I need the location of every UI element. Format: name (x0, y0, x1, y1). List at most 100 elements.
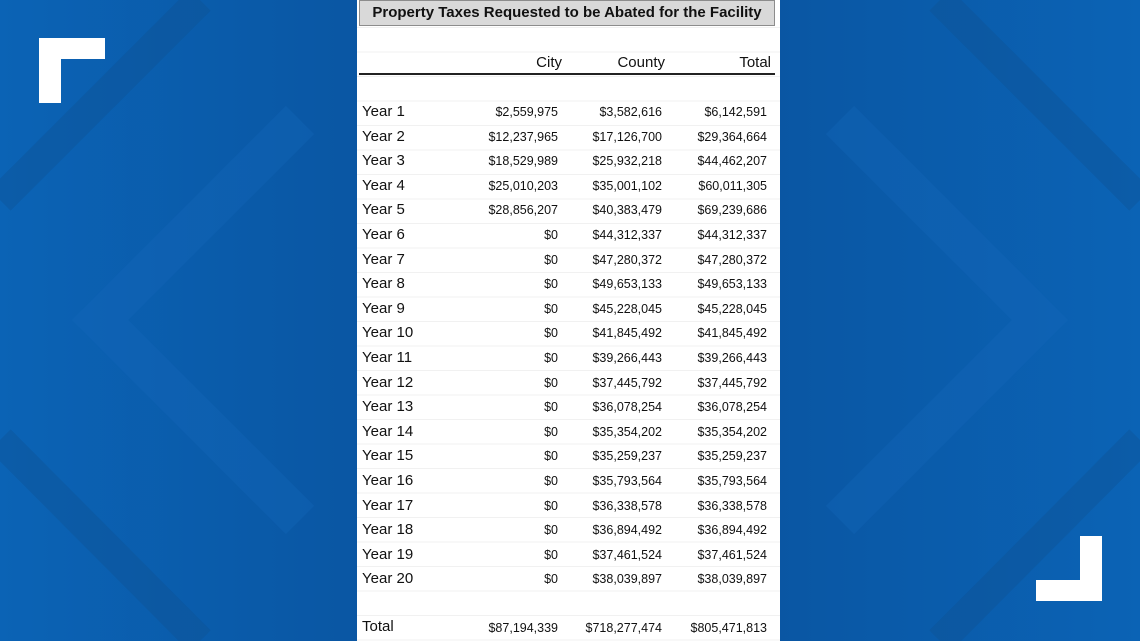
table-row: Year 8 $0 $49,653,133 $49,653,133 (357, 272, 780, 297)
table-body: Year 1 $2,559,975 $3,582,616 $6,142,591 Year… (357, 100, 780, 592)
row-city-value: $0 (544, 252, 558, 267)
total-total: $805,471,813 (690, 621, 767, 635)
row-city-value: $0 (544, 350, 558, 365)
row-year-label: Year 2 (362, 127, 405, 145)
table-row: Year 6 $0 $44,312,337 $44,312,337 (357, 223, 780, 248)
row-county-value: $35,354,202 (592, 424, 662, 439)
row-year-label: Year 19 (362, 545, 414, 563)
row-year-label: Year 8 (362, 275, 405, 293)
row-county-value: $37,445,792 (592, 375, 662, 390)
table-row: Year 16 $0 $35,793,564 $35,793,564 (357, 469, 780, 494)
row-city-value: $2,559,975 (495, 105, 558, 119)
row-total-value: $44,312,337 (697, 227, 767, 242)
table-row: Year 13 $0 $36,078,254 $36,078,254 (357, 395, 780, 420)
row-total-value: $36,338,578 (697, 498, 767, 513)
row-county-value: $25,932,218 (592, 154, 662, 169)
row-county-value: $3,582,616 (599, 105, 662, 119)
column-header-county: County (617, 54, 665, 71)
row-county-value: $38,039,897 (592, 572, 662, 587)
row-total-value: $36,078,254 (697, 400, 767, 415)
row-county-value: $35,793,564 (592, 473, 662, 488)
row-city-value: $0 (544, 473, 558, 488)
table-row: Year 12 $0 $37,445,792 $37,445,792 (357, 371, 780, 396)
row-county-value: $47,280,372 (592, 252, 662, 267)
table-row: Year 18 $0 $36,894,492 $36,894,492 (357, 518, 780, 543)
header-divider (359, 73, 775, 75)
row-year-label: Year 4 (362, 176, 405, 194)
row-year-label: Year 9 (362, 299, 405, 317)
row-city-value: $18,529,989 (488, 154, 558, 169)
table-row: Year 20 $0 $38,039,897 $38,039,897 (357, 567, 780, 592)
row-total-value: $47,280,372 (697, 252, 767, 267)
row-city-value: $28,856,207 (488, 203, 558, 218)
total-city: $87,194,339 (488, 621, 558, 635)
table-row: Year 9 $0 $45,228,045 $45,228,045 (357, 297, 780, 322)
row-county-value: $35,001,102 (592, 178, 662, 193)
row-city-value: $0 (544, 498, 558, 513)
table-total-row: Total $87,194,339 $718,277,474 $805,471,… (357, 616, 780, 640)
table-row: Year 11 $0 $39,266,443 $39,266,443 (357, 346, 780, 371)
row-city-value: $0 (544, 449, 558, 464)
row-total-value: $49,653,133 (697, 277, 767, 292)
row-county-value: $36,894,492 (592, 523, 662, 538)
table-row: Year 4 $25,010,203 $35,001,102 $60,011,305 (357, 174, 780, 199)
row-total-value: $60,011,305 (698, 178, 767, 193)
row-city-value: $0 (544, 227, 558, 242)
row-city-value: $0 (544, 326, 558, 341)
row-year-label: Year 7 (362, 250, 405, 268)
row-total-value: $38,039,897 (697, 572, 767, 587)
row-county-value: $36,078,254 (592, 400, 662, 415)
row-year-label: Year 14 (362, 422, 414, 440)
row-county-value: $17,126,700 (592, 129, 662, 144)
row-city-value: $0 (544, 400, 558, 415)
row-city-value: $0 (544, 523, 558, 538)
row-year-label: Year 11 (362, 348, 413, 366)
row-county-value: $40,383,479 (592, 203, 662, 218)
row-county-value: $44,312,337 (592, 227, 662, 242)
row-total-value: $37,461,524 (697, 547, 767, 562)
row-city-value: $0 (544, 547, 558, 562)
table-row: Year 7 $0 $47,280,372 $47,280,372 (357, 248, 780, 273)
row-total-value: $39,266,443 (697, 350, 767, 365)
table-row: Year 14 $0 $35,354,202 $35,354,202 (357, 420, 780, 445)
row-total-value: $41,845,492 (697, 326, 767, 341)
table-row: Year 1 $2,559,975 $3,582,616 $6,142,591 (357, 100, 780, 125)
row-total-value: $37,445,792 (697, 375, 767, 390)
row-year-label: Year 1 (362, 103, 405, 120)
row-county-value: $36,338,578 (592, 498, 662, 513)
row-county-value: $37,461,524 (592, 547, 662, 562)
row-year-label: Year 17 (362, 496, 414, 514)
row-total-value: $69,239,686 (697, 203, 767, 218)
table-row: Year 3 $18,529,989 $25,932,218 $44,462,207 (357, 149, 780, 174)
row-total-value: $6,142,591 (704, 105, 767, 119)
row-year-label: Year 6 (362, 225, 405, 243)
row-city-value: $25,010,203 (488, 178, 558, 193)
row-total-value: $35,354,202 (697, 424, 767, 439)
row-year-label: Year 12 (362, 373, 414, 391)
spreadsheet-table: Property Taxes Requested to be Abated fo… (357, 0, 780, 641)
row-city-value: $0 (544, 277, 558, 292)
row-city-value: $12,237,965 (488, 129, 558, 144)
row-county-value: $49,653,133 (592, 277, 662, 292)
row-city-value: $0 (544, 424, 558, 439)
row-total-value: $45,228,045 (697, 301, 767, 316)
row-county-value: $35,259,237 (592, 449, 662, 464)
table-title: Property Taxes Requested to be Abated fo… (359, 0, 775, 26)
table-row: Year 19 $0 $37,461,524 $37,461,524 (357, 543, 780, 568)
row-total-value: $29,364,664 (697, 129, 767, 144)
row-year-label: Year 10 (362, 324, 414, 342)
row-year-label: Year 5 (362, 201, 405, 219)
row-county-value: $41,845,492 (592, 326, 662, 341)
row-total-value: $36,894,492 (697, 523, 767, 538)
table-row: Year 5 $28,856,207 $40,383,479 $69,239,686 (357, 198, 780, 223)
row-year-label: Year 20 (362, 570, 414, 588)
table-row: Year 17 $0 $36,338,578 $36,338,578 (357, 494, 780, 519)
row-year-label: Year 13 (362, 398, 414, 416)
row-year-label: Year 16 (362, 471, 414, 489)
row-year-label: Year 15 (362, 447, 414, 465)
total-county: $718,277,474 (585, 621, 662, 635)
table-row: Year 10 $0 $41,845,492 $41,845,492 (357, 321, 780, 346)
row-year-label: Year 3 (362, 152, 405, 170)
row-year-label: Year 18 (362, 521, 414, 539)
